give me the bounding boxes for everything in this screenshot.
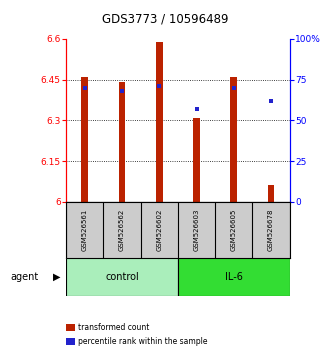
Text: GSM526678: GSM526678: [268, 209, 274, 251]
Bar: [119, 82, 125, 202]
Text: GSM526605: GSM526605: [231, 209, 237, 251]
Text: control: control: [105, 272, 139, 282]
Bar: [193, 118, 200, 202]
Text: GDS3773 / 10596489: GDS3773 / 10596489: [102, 12, 229, 25]
Text: GSM526602: GSM526602: [156, 209, 162, 251]
Bar: [178, 258, 290, 296]
Text: GSM526561: GSM526561: [82, 209, 88, 251]
Bar: [230, 77, 237, 202]
Bar: [268, 185, 274, 202]
Bar: [81, 77, 88, 202]
Bar: [156, 42, 163, 202]
Text: percentile rank within the sample: percentile rank within the sample: [78, 337, 207, 346]
Bar: [66, 258, 178, 296]
Text: ▶: ▶: [53, 272, 61, 282]
Text: agent: agent: [10, 272, 38, 282]
Text: GSM526562: GSM526562: [119, 209, 125, 251]
Text: IL-6: IL-6: [225, 272, 243, 282]
Text: transformed count: transformed count: [78, 323, 149, 332]
Text: GSM526603: GSM526603: [194, 209, 200, 251]
